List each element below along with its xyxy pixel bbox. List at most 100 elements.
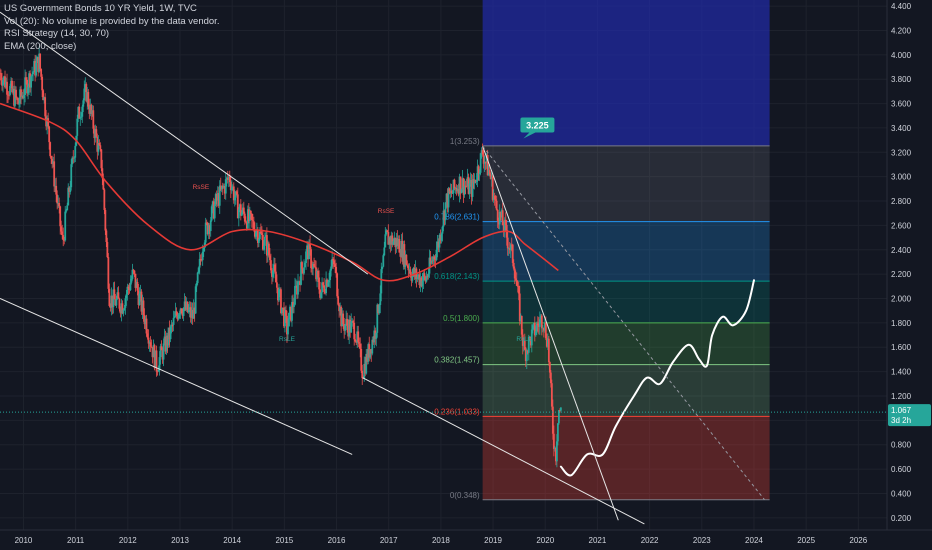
- candle-body: [401, 240, 404, 262]
- candle-body: [230, 187, 233, 191]
- candle-body: [11, 80, 13, 93]
- candle-body: [372, 339, 375, 343]
- candle-body: [175, 311, 178, 316]
- y-tick-label: 1.400: [891, 368, 912, 377]
- candle-body: [463, 185, 466, 195]
- trendline: [362, 377, 645, 525]
- y-tick-label: 0.800: [891, 441, 912, 450]
- y-tick-label: 2.200: [891, 270, 912, 279]
- legend-volume[interactable]: Vol (20): No volume is provided by the d…: [4, 15, 220, 27]
- candle-body: [172, 317, 175, 325]
- candle-body: [453, 179, 456, 189]
- candle-body: [223, 186, 226, 194]
- candle-body: [480, 150, 483, 154]
- x-tick-label: 2014: [223, 536, 241, 545]
- candle-body: [15, 89, 17, 98]
- candle-body: [1, 80, 3, 86]
- candle-body: [392, 241, 395, 245]
- candle-body: [116, 292, 119, 299]
- candle-body: [272, 270, 274, 277]
- candle-body: [42, 90, 45, 101]
- candle-body: [59, 206, 62, 227]
- candle-body: [198, 258, 201, 268]
- candle-body: [345, 318, 348, 325]
- candle-body: [416, 276, 419, 280]
- candle-body: [291, 301, 293, 321]
- x-tick-label: 2015: [275, 536, 293, 545]
- candle-body: [5, 81, 7, 88]
- candle-body: [91, 110, 94, 114]
- candle-body: [122, 310, 125, 314]
- candle-body: [285, 310, 287, 316]
- candle-body: [303, 267, 305, 274]
- candle-body: [300, 262, 302, 285]
- candle-body: [260, 233, 263, 235]
- fib-zone: [482, 281, 770, 323]
- legend-title[interactable]: US Government Bonds 10 YR Yield, 1W, TVC: [4, 3, 197, 14]
- candle-body: [327, 282, 330, 287]
- candle-body: [278, 289, 280, 301]
- legend-rsi-strategy[interactable]: RSI Strategy (14, 30, 70): [4, 28, 110, 39]
- candle-body: [240, 212, 243, 216]
- candle-body: [4, 76, 6, 88]
- candle-body: [548, 362, 551, 373]
- candle-body: [376, 304, 379, 333]
- candle-body: [439, 234, 442, 241]
- candle-body: [419, 277, 422, 286]
- candle-body: [25, 77, 27, 80]
- candle-body: [140, 291, 143, 312]
- x-tick-label: 2016: [328, 536, 346, 545]
- candle-body: [284, 310, 286, 327]
- candle-body: [47, 118, 50, 127]
- candle-body: [144, 318, 147, 325]
- candle-body: [190, 309, 193, 318]
- candle-body: [411, 274, 414, 281]
- price-callout[interactable]: 3.225: [520, 117, 555, 139]
- candle-body: [239, 204, 242, 216]
- fib-retracement: 1(3.253) 0.786(2.631) 0.618(2.143) 0.5(1.80…: [434, 0, 770, 501]
- candle-body: [556, 423, 559, 442]
- candle-body: [322, 282, 324, 286]
- candle-body: [264, 235, 267, 237]
- x-tick-label: 2018: [432, 536, 450, 545]
- candle-body: [231, 186, 234, 188]
- candle-body: [142, 300, 145, 316]
- candle-body: [233, 197, 236, 201]
- candle-body: [414, 268, 417, 277]
- candle-body: [51, 158, 54, 164]
- candle-body: [359, 343, 362, 349]
- candle-body: [340, 306, 343, 327]
- y-tick-label: 1.600: [891, 343, 912, 352]
- candle-body: [134, 273, 137, 288]
- candle-body: [541, 327, 544, 329]
- fib-level-label: 0(0.348): [450, 491, 480, 500]
- candle-body: [403, 244, 406, 267]
- candle-body: [235, 191, 238, 195]
- candle-body: [538, 319, 541, 327]
- candle-body: [320, 292, 322, 298]
- candle-body: [467, 177, 470, 194]
- candle-body: [477, 166, 480, 175]
- candle-body: [247, 209, 250, 222]
- candle-body: [109, 305, 112, 308]
- candle-body: [346, 318, 349, 326]
- candle-body: [413, 268, 416, 277]
- candle-body: [38, 53, 41, 72]
- legend-ema[interactable]: EMA (200, close): [4, 40, 77, 52]
- candle-body: [438, 234, 441, 248]
- candle-body: [282, 307, 284, 309]
- candle-body: [69, 187, 72, 192]
- candle-body: [68, 187, 71, 192]
- candle-body: [311, 268, 313, 269]
- candle-body: [324, 291, 326, 294]
- projection-path: [559, 279, 755, 477]
- rsi-signal-label: RsLE: [516, 336, 533, 343]
- candle-body: [222, 186, 225, 188]
- candle-body: [21, 95, 23, 98]
- candle-body: [192, 307, 195, 319]
- candle-body: [395, 238, 398, 248]
- candle-body: [110, 295, 113, 308]
- candle-body: [559, 407, 562, 411]
